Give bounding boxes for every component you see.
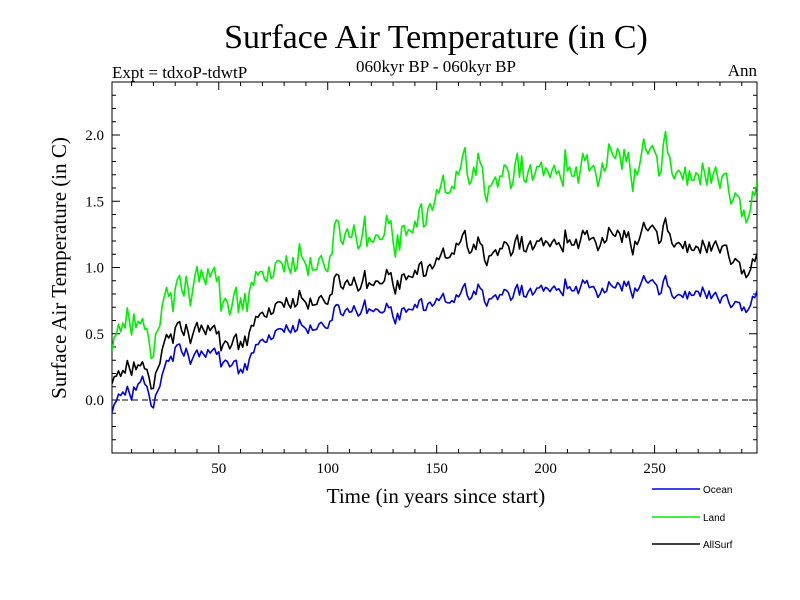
series-line-allsurf: [112, 217, 757, 390]
x-tick-label: 250: [643, 461, 666, 477]
legend-label-land: Land: [703, 513, 725, 524]
plot-frame: [111, 81, 758, 454]
x-tick-label: 150: [425, 461, 448, 477]
x-tick-label: 50: [211, 461, 226, 477]
chart-subtitle: 060kyr BP - 060kyr BP: [356, 57, 516, 76]
legend-label-allsurf: AllSurf: [703, 540, 733, 551]
y-tick-label: 1.0: [85, 261, 104, 277]
y-tick-label: 0.5: [85, 327, 104, 343]
experiment-label: Expt = tdxoP-tdwtP: [112, 63, 247, 82]
chart-title: Surface Air Temperature (in C): [224, 19, 648, 56]
y-axis-label: Surface Air Temperature (in C): [47, 137, 71, 399]
legend-label-ocean: Ocean: [703, 485, 732, 496]
y-tick-label: 0.0: [85, 393, 104, 409]
x-axis-label: Time (in years since start): [327, 484, 546, 508]
x-tick-label: 100: [316, 461, 339, 477]
series-line-land: [112, 130, 757, 360]
y-tick-label: 2.0: [85, 128, 104, 144]
y-tick-label: 1.5: [85, 194, 104, 210]
plot-area: 50 100 150 200 250 0.0 0.5 1.0 1.5 2.0: [85, 81, 758, 477]
legend: Ocean Land AllSurf: [652, 485, 733, 551]
series-line-ocean: [112, 274, 757, 413]
x-tick-label: 200: [534, 461, 557, 477]
season-label: Ann: [728, 61, 758, 80]
